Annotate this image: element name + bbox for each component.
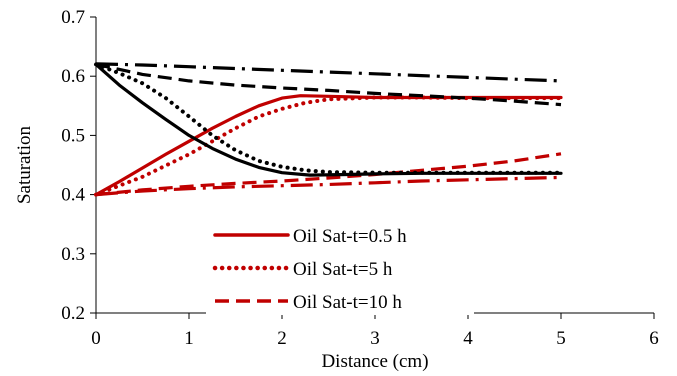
legend-label-1: Oil Sat-t=5 h	[293, 259, 393, 280]
legend-label-0: Oil Sat-t=0.5 h	[293, 226, 407, 247]
y-tick-label: 0.6	[61, 66, 85, 87]
x-tick-label: 0	[91, 328, 101, 349]
y-tick-label: 0.7	[61, 7, 85, 28]
legend: Oil Sat-t=0.5 h Oil Sat-t=5 h Oil Sat-t=10…	[206, 216, 474, 315]
y-tick-label: 0.4	[61, 185, 85, 206]
plot-area: 0 1 2 3 4 5 6 0.2 0.3 0.4 0.5 0.6 0.7	[61, 7, 659, 349]
axis-ticks: 0 1 2 3 4 5 6 0.2 0.3 0.4 0.5 0.6 0.7	[61, 7, 659, 349]
y-tick-label: 0.3	[61, 244, 85, 265]
series-line-3	[95, 175, 562, 197]
x-tick-label: 2	[277, 328, 287, 349]
y-axis-title: Saturation	[14, 125, 35, 204]
legend-background	[206, 216, 474, 315]
x-tick-label: 3	[370, 328, 380, 349]
x-axis-title: Distance (cm)	[321, 351, 428, 372]
y-tick-label: 0.5	[61, 125, 85, 146]
x-tick-label: 1	[184, 328, 194, 349]
x-tick-label: 6	[649, 328, 659, 349]
series-layer	[94, 62, 563, 197]
series-line-2	[95, 152, 562, 197]
legend-label-2: Oil Sat-t=10 h	[293, 292, 402, 313]
series-line-5	[94, 62, 563, 175]
series-line-4	[94, 62, 563, 177]
x-tick-label: 5	[556, 328, 566, 349]
y-tick-label: 0.2	[61, 303, 85, 324]
series-line-6	[95, 62, 562, 107]
x-tick-label: 4	[463, 328, 473, 349]
